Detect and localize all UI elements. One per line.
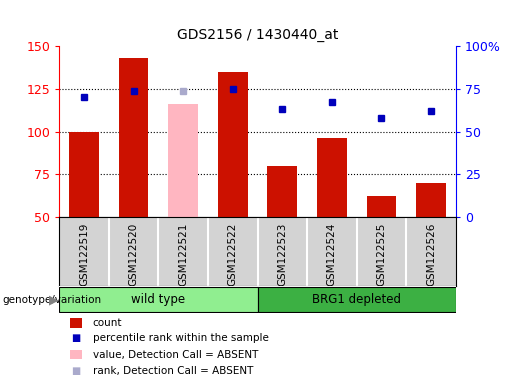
Bar [258, 287, 456, 312]
Bar [59, 287, 258, 312]
Text: GSM122526: GSM122526 [426, 222, 436, 286]
Bar [367, 197, 396, 217]
Text: genotype/variation: genotype/variation [3, 295, 101, 305]
Text: ■: ■ [72, 333, 80, 343]
Text: value, Detection Call = ABSENT: value, Detection Call = ABSENT [93, 350, 258, 360]
Text: GSM122524: GSM122524 [327, 222, 337, 286]
Bar [317, 138, 347, 217]
Text: GSM122521: GSM122521 [178, 222, 188, 286]
Bar [416, 183, 446, 217]
Text: GSM122525: GSM122525 [376, 222, 386, 286]
Text: count: count [93, 318, 122, 328]
Text: rank, Detection Call = ABSENT: rank, Detection Call = ABSENT [93, 366, 253, 376]
Text: GSM122523: GSM122523 [277, 222, 287, 286]
Text: percentile rank within the sample: percentile rank within the sample [93, 333, 269, 343]
Text: ▶: ▶ [49, 293, 59, 306]
Text: GSM122522: GSM122522 [228, 222, 238, 286]
Text: wild type: wild type [131, 293, 185, 306]
Bar [218, 72, 248, 217]
Bar [118, 58, 148, 217]
Text: ■: ■ [72, 366, 80, 376]
Bar [168, 104, 198, 217]
Title: GDS2156 / 1430440_at: GDS2156 / 1430440_at [177, 28, 338, 42]
Bar [267, 166, 297, 217]
Text: GSM122519: GSM122519 [79, 222, 89, 286]
Text: GSM122520: GSM122520 [129, 222, 139, 286]
Bar [69, 131, 99, 217]
Text: BRG1 depleted: BRG1 depleted [312, 293, 401, 306]
